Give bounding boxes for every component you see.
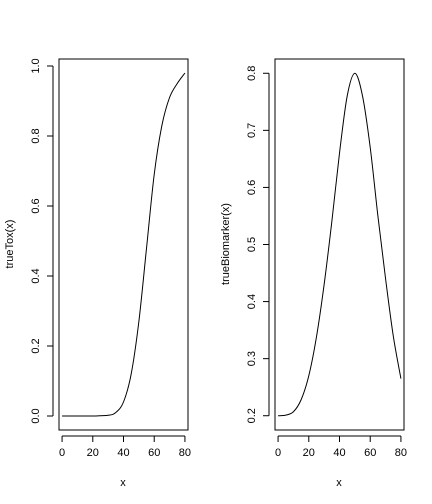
x-tick-label: 40 — [333, 447, 345, 459]
y-tick-label: 0.3 — [246, 351, 258, 366]
x-tick-label: 20 — [87, 447, 99, 459]
plot-box — [58, 58, 189, 431]
y-axis: 0.0 0.2 0.4 0.6 0.8 1.0 — [30, 58, 54, 424]
y-axis: 0.2 0.3 0.4 0.5 0.6 0.7 0.8 — [246, 66, 270, 423]
y-tick-label: 0.8 — [30, 128, 42, 143]
tox-plot-panel: 0 20 40 60 80 0.0 0.2 0.4 0.6 0.8 1.0 x trueTox(x… — [4, 58, 191, 489]
biomarker-plot-panel: 0 20 40 60 80 0.2 0.3 0.4 0.5 0.6 0.7 0.8 x trueBi… — [220, 58, 407, 489]
y-axis-label: trueTox(x) — [4, 220, 16, 269]
x-axis-label: x — [120, 477, 126, 489]
y-tick-label: 0.0 — [30, 408, 42, 423]
y-tick-label: 0.5 — [246, 237, 258, 252]
y-tick-label: 1.0 — [30, 58, 42, 73]
x-tick-label: 0 — [59, 447, 65, 459]
x-axis: 0 20 40 60 80 — [59, 435, 191, 459]
y-axis-label: trueBiomarker(x) — [220, 203, 232, 285]
series-line — [62, 72, 186, 417]
series-line — [278, 72, 402, 417]
y-tick-label: 0.6 — [30, 198, 42, 213]
x-axis: 0 20 40 60 80 — [275, 435, 407, 459]
x-tick-label: 20 — [303, 447, 315, 459]
y-tick-label: 0.7 — [246, 123, 258, 138]
x-tick-label: 60 — [148, 447, 160, 459]
x-tick-label: 80 — [179, 447, 191, 459]
x-tick-label: 60 — [364, 447, 376, 459]
y-tick-label: 0.2 — [246, 408, 258, 423]
y-tick-label: 0.4 — [30, 268, 42, 283]
plot-box — [274, 58, 405, 431]
x-tick-label: 0 — [275, 447, 281, 459]
y-tick-label: 0.2 — [30, 338, 42, 353]
y-tick-label: 0.8 — [246, 66, 258, 81]
y-tick-label: 0.6 — [246, 180, 258, 195]
x-tick-label: 40 — [117, 447, 129, 459]
x-axis-label: x — [336, 477, 342, 489]
y-tick-label: 0.4 — [246, 294, 258, 309]
x-tick-label: 80 — [395, 447, 407, 459]
